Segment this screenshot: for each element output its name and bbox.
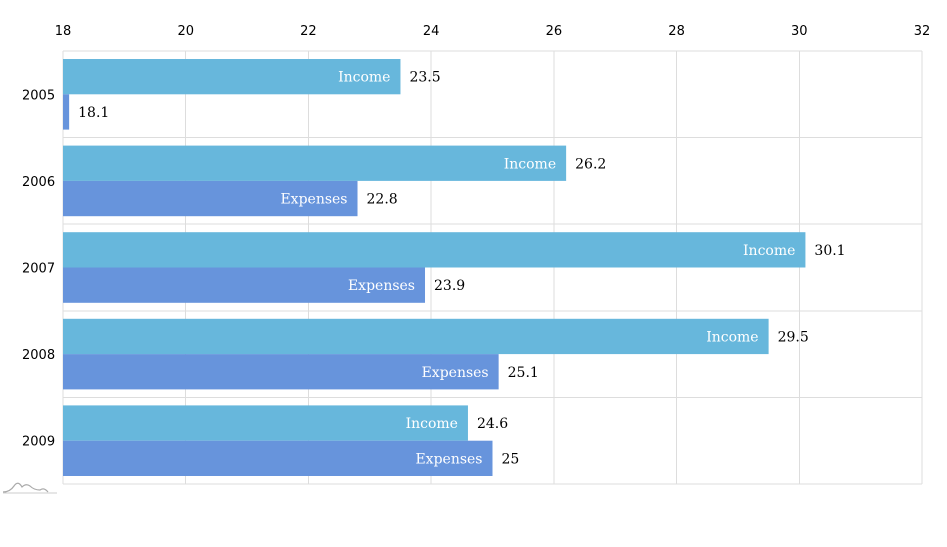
bar-value-label: 25 [502,451,520,467]
x-tick-label: 30 [791,24,808,39]
bar-income [63,405,468,441]
category-tick-label: 2008 [22,348,55,363]
bar-series-label: Expenses [280,192,347,208]
labels-layer: 23.5 Income 18.1 26.2 Income 22.8 Expenses 30.1… [78,70,845,468]
bar-series-label: Expenses [348,278,415,294]
bar-value-label: 30.1 [814,243,845,259]
bar-value-label: 22.8 [367,192,398,208]
bar-value-label: 26.2 [575,156,606,172]
bar-income [63,59,401,95]
bar-value-label: 24.6 [477,416,508,432]
x-tick-label: 24 [423,24,440,39]
bar-income [63,232,806,268]
x-tick-label: 28 [668,24,685,39]
watermark-logo-icon [2,482,57,494]
bar-expenses [63,440,493,476]
x-tick-label: 22 [300,24,317,39]
bar-expenses [63,267,426,303]
x-tick-label: 26 [546,24,563,39]
bar-series-label: Income [406,416,458,432]
bar-value-label: 23.5 [409,70,440,86]
bar-series-label: Expenses [422,365,489,381]
bars-layer [63,59,806,476]
bar-expenses [63,180,358,217]
bar-series-label: Expenses [415,451,482,467]
bar-series-label: Income [743,243,795,259]
bar-series-label: Income [504,156,556,172]
bar-income [63,318,769,355]
bar-value-label: 23.9 [434,278,465,294]
category-tick-label: 2009 [22,435,55,450]
bar-income [63,145,567,181]
bar-series-label: Income [338,70,390,86]
category-tick-label: 2006 [22,175,55,190]
x-tick-label: 18 [55,24,72,39]
bar-expenses [63,354,499,390]
bar-value-label: 29.5 [778,329,809,345]
bar-series-label: Income [706,329,758,345]
axis-layer: 18 20 22 24 26 28 30 32 2005 2006 2007 2008 2009 [22,24,930,450]
bar-value-label: 18.1 [78,105,109,121]
category-tick-label: 2007 [22,262,55,277]
bar-expenses [63,94,70,130]
category-tick-label: 2005 [22,88,55,103]
bar-value-label: 25.1 [508,365,539,381]
x-tick-label: 20 [177,24,194,39]
x-tick-label: 32 [914,24,931,39]
